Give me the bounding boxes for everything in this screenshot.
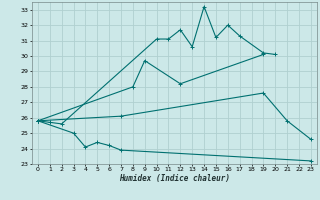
X-axis label: Humidex (Indice chaleur): Humidex (Indice chaleur) xyxy=(119,174,230,183)
